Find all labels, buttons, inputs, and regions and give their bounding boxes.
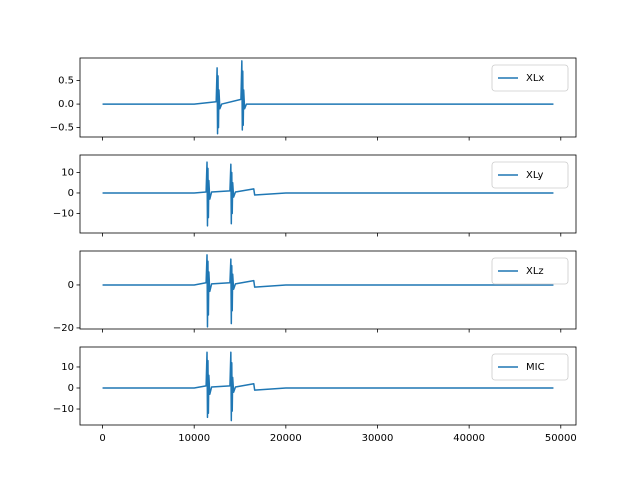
x-tick-label: 40000 [453,433,485,444]
y-tick-label: −10 [53,404,74,415]
legend-box [491,64,569,92]
legend-box [491,257,569,285]
y-tick-label: −10 [53,209,74,220]
axes-frame [79,250,577,330]
y-tick-label: 0.5 [58,76,74,87]
legend-label: XLy [526,170,544,181]
axes-frame [79,57,577,138]
series-line [102,161,554,227]
x-tick-label: 10000 [178,433,210,444]
legend-box [491,161,569,189]
axes-frame [79,154,577,234]
series-line [102,60,554,135]
x-tick-label: 50000 [545,433,577,444]
legend-label: XLx [526,73,544,84]
legend-label: XLz [526,266,544,277]
y-tick-label: 0 [68,188,74,199]
axes-frame [79,346,577,426]
y-tick-label: −0.5 [50,123,74,134]
legend-label: MIC [526,362,545,373]
y-tick-label: −20 [53,323,74,334]
legend-box [491,353,569,381]
y-tick-label: 10 [61,362,74,373]
x-tick-label: 20000 [270,433,302,444]
x-tick-label: 0 [99,433,105,444]
series-line [102,351,554,422]
y-tick-label: 10 [61,167,74,178]
series-line [102,254,554,328]
y-tick-label: 0 [68,280,74,291]
x-tick-label: 30000 [362,433,394,444]
y-tick-label: 0.0 [58,99,74,110]
y-tick-label: 0 [68,383,74,394]
